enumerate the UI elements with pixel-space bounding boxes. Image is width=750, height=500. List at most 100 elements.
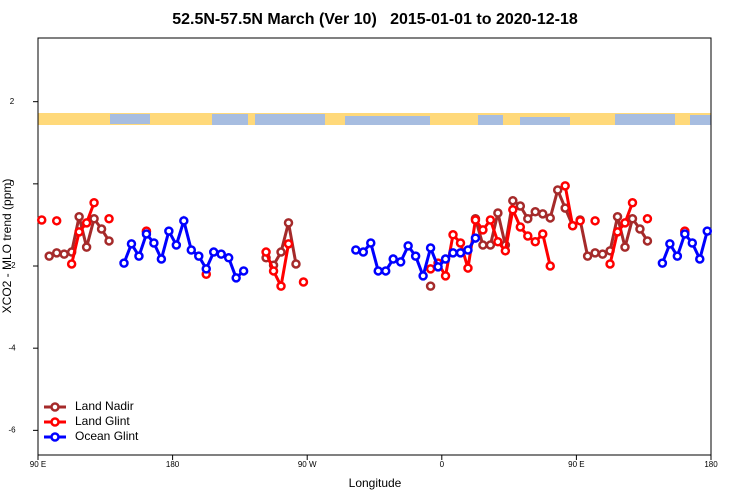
point: [515, 222, 526, 232]
point: [164, 226, 174, 236]
point: [455, 238, 466, 248]
point: [89, 197, 99, 208]
point: [96, 224, 107, 234]
point: [425, 281, 436, 291]
point: [194, 251, 204, 261]
point: [485, 215, 496, 225]
point: [410, 251, 421, 261]
point: [665, 239, 675, 249]
point: [620, 242, 630, 252]
legend-marker: [50, 417, 60, 427]
point: [508, 204, 518, 215]
point: [358, 247, 369, 257]
point: [380, 266, 391, 276]
point: [134, 251, 144, 261]
point: [448, 248, 458, 258]
land-ocean-strip: [38, 113, 711, 125]
point: [126, 239, 137, 249]
legend-label: Land Glint: [75, 414, 130, 428]
point: [403, 241, 413, 251]
point: [463, 263, 473, 273]
point: [590, 248, 600, 258]
point: [575, 216, 585, 226]
point: [223, 253, 234, 263]
point: [179, 216, 189, 226]
point: [261, 247, 271, 257]
point: [463, 245, 473, 255]
point: [395, 257, 406, 267]
point: [216, 249, 226, 259]
x-tick-label: 180: [704, 460, 718, 469]
legend-label: Ocean Glint: [75, 429, 139, 443]
y-tick-label: 2: [10, 97, 15, 106]
x-axis-label: Longitude: [349, 476, 402, 490]
point: [493, 208, 503, 218]
point: [59, 249, 69, 259]
point: [523, 231, 533, 241]
point: [141, 229, 152, 239]
point: [597, 249, 608, 259]
point: [448, 230, 458, 240]
point: [642, 236, 653, 246]
point: [238, 266, 249, 276]
point: [104, 236, 114, 246]
point: [538, 229, 548, 239]
point: [283, 239, 294, 249]
point: [590, 216, 600, 226]
point: [104, 214, 114, 224]
legend-marker: [50, 432, 60, 442]
point: [470, 233, 481, 243]
point: [515, 201, 526, 211]
point: [627, 197, 638, 208]
point: [156, 254, 167, 264]
x-tick-label: 90 E: [568, 460, 584, 469]
legend-marker: [50, 402, 60, 412]
point: [74, 211, 84, 222]
point: [366, 238, 376, 248]
point: [276, 281, 286, 291]
legend-label: Land Nadir: [75, 399, 134, 413]
point: [208, 247, 219, 257]
point: [582, 251, 593, 261]
point: [687, 238, 698, 248]
x-tick-label: 180: [166, 460, 180, 469]
point: [560, 203, 570, 213]
point: [425, 264, 436, 274]
point: [201, 264, 211, 274]
point: [455, 248, 466, 258]
x-tick-label: 0: [440, 460, 445, 469]
point: [478, 225, 488, 235]
point: [478, 240, 488, 250]
point: [545, 213, 555, 223]
point: [186, 245, 197, 255]
point: [485, 240, 496, 250]
point: [66, 259, 77, 269]
point: [119, 258, 129, 268]
y-axis-label: XCO2 - MLO trend (ppm): [0, 179, 14, 314]
point: [433, 262, 443, 272]
point: [560, 181, 570, 191]
point: [538, 209, 548, 219]
point: [89, 214, 99, 224]
point: [470, 215, 481, 225]
point: [351, 245, 361, 255]
point: [702, 226, 713, 236]
point: [81, 218, 92, 228]
point: [74, 227, 84, 237]
point: [500, 246, 511, 256]
point: [81, 242, 92, 252]
point: [620, 218, 630, 228]
point: [440, 271, 451, 281]
point: [231, 273, 241, 283]
point: [508, 195, 518, 206]
point: [612, 227, 623, 237]
point: [268, 266, 279, 276]
point: [567, 221, 578, 231]
point: [418, 271, 428, 281]
point: [642, 214, 653, 224]
point: [291, 259, 301, 269]
point: [44, 251, 54, 261]
point: [523, 214, 533, 224]
point: [493, 237, 503, 247]
